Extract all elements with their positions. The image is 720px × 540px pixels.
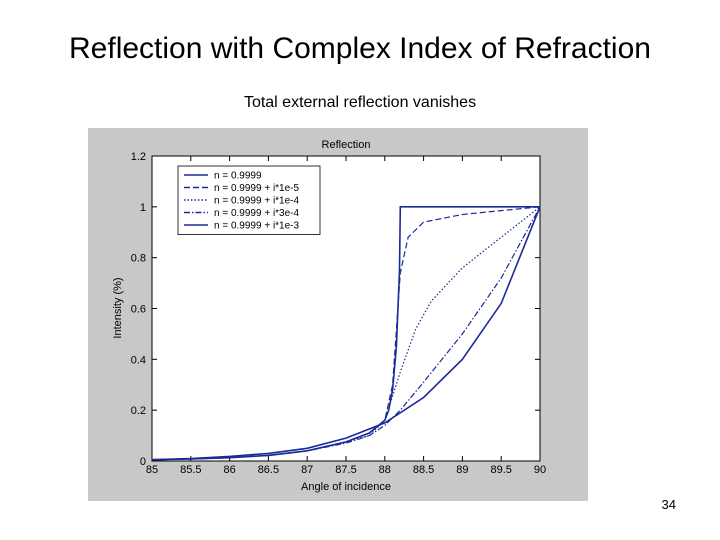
slide-subtitle: Total external reflection vanishes — [243, 94, 477, 111]
x-tick-label: 85.5 — [180, 464, 201, 476]
series-line-4 — [151, 206, 541, 461]
x-tick-label: 88 — [379, 464, 391, 476]
x-tick-label: 87 — [301, 464, 313, 476]
y-tick-label: 0.4 — [131, 354, 146, 366]
x-tick-label: 85 — [146, 464, 158, 476]
y-tick-label: 0 — [140, 456, 146, 468]
y-tick-label: 0.8 — [131, 253, 146, 265]
legend-label: n = 0.9999 + i*1e-3 — [214, 221, 300, 232]
legend-label: n = 0.9999 — [214, 171, 262, 182]
x-tick-label: 86 — [223, 464, 235, 476]
reflection-chart: Reflection Angle of incidence Intensity … — [112, 139, 546, 493]
y-tick-label: 1 — [140, 202, 146, 214]
page-number: 34 — [661, 497, 676, 512]
slide-title: Reflection with Complex Index of Refract… — [69, 32, 651, 65]
legend-label: n = 0.9999 + i*1e-4 — [214, 196, 300, 207]
figure-panel: Reflection Angle of incidence Intensity … — [88, 128, 588, 501]
y-axis-label: Intensity (%) — [112, 277, 124, 338]
axis-ticks: 85 85.5 86 86.5 87 87.5 88 88.5 89 89.5 90 0 0.2 0.4 0… — [131, 151, 546, 476]
series-line-5 — [151, 206, 541, 461]
x-tick-label: 90 — [534, 464, 546, 476]
series-lines — [151, 206, 541, 461]
x-tick-label: 86.5 — [258, 464, 279, 476]
x-tick-label: 89.5 — [490, 464, 511, 476]
chart-title: Reflection — [322, 139, 371, 151]
y-tick-label: 1.2 — [131, 151, 146, 163]
x-tick-label: 89 — [456, 464, 468, 476]
y-tick-label: 0.6 — [131, 304, 146, 316]
series-line-2 — [151, 206, 541, 461]
legend-label: n = 0.9999 + i*3e-4 — [214, 208, 300, 219]
legend-label: n = 0.9999 + i*1e-5 — [214, 183, 300, 194]
x-axis-label: Angle of incidence — [301, 481, 391, 493]
x-tick-label: 87.5 — [335, 464, 356, 476]
y-tick-label: 0.2 — [131, 405, 146, 417]
x-tick-label: 88.5 — [413, 464, 434, 476]
